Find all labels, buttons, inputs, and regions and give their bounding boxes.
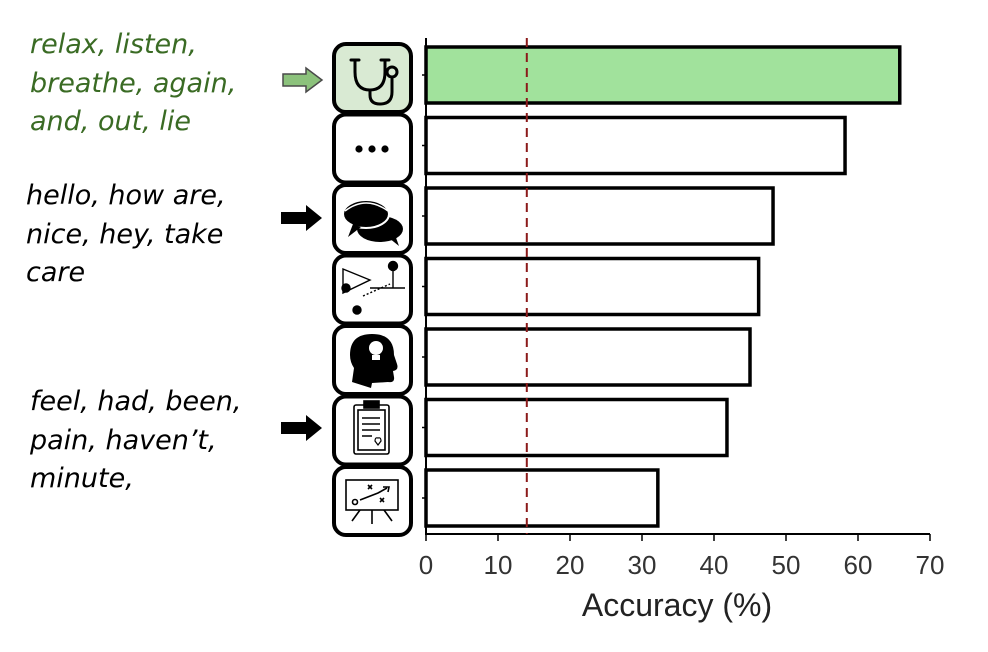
annotation-line: nice, hey, take	[26, 218, 224, 250]
speech-bubbles-icon	[342, 199, 403, 246]
annotation-line: care	[26, 257, 86, 288]
x-tick-label: 0	[419, 550, 433, 580]
x-tick-label: 40	[700, 550, 729, 580]
annotation-line: minute,	[30, 463, 134, 494]
x-tick-label: 50	[772, 550, 801, 580]
bar	[424, 256, 761, 317]
bar	[424, 186, 775, 246]
bar	[424, 397, 729, 458]
bar	[424, 115, 847, 176]
arrow-right-icon	[282, 66, 324, 94]
annotation-line: feel, had, been,	[30, 386, 242, 417]
annotation-line: pain, haven’t,	[30, 424, 217, 456]
clipboard-heart-icon	[353, 400, 390, 455]
strategy-board-icon	[345, 479, 399, 524]
annotation-words-1: relax, listen, breathe, again, and, out,…	[30, 26, 236, 142]
x-tick-label: 30	[628, 550, 657, 580]
bar	[424, 327, 752, 387]
x-tick-label: 60	[844, 550, 873, 580]
x-axis-title: Accuracy (%)	[582, 587, 772, 623]
head-lightbulb-icon	[350, 334, 398, 388]
arrow-right-icon	[281, 415, 322, 441]
annotation-line: hello, how are,	[26, 180, 226, 211]
arrow-right-icon	[281, 205, 322, 231]
x-tick-label: 70	[916, 550, 945, 580]
annotation-line: breathe, again,	[30, 67, 237, 99]
bar	[424, 45, 902, 105]
ellipsis-icon	[355, 145, 389, 153]
annotation-line: and, out, lie	[30, 106, 191, 137]
annotation-words-3: feel, had, been, pain, haven’t, minute,	[30, 383, 241, 499]
annotation-line: relax, listen,	[30, 29, 197, 60]
annotation-words-2: hello, how are, nice, hey, take care	[26, 177, 226, 293]
x-tick-label: 20	[556, 550, 585, 580]
x-tick-label: 10	[484, 550, 513, 580]
network-diagram-icon	[341, 260, 405, 315]
bar	[424, 468, 660, 528]
stethoscope-icon	[349, 58, 399, 106]
